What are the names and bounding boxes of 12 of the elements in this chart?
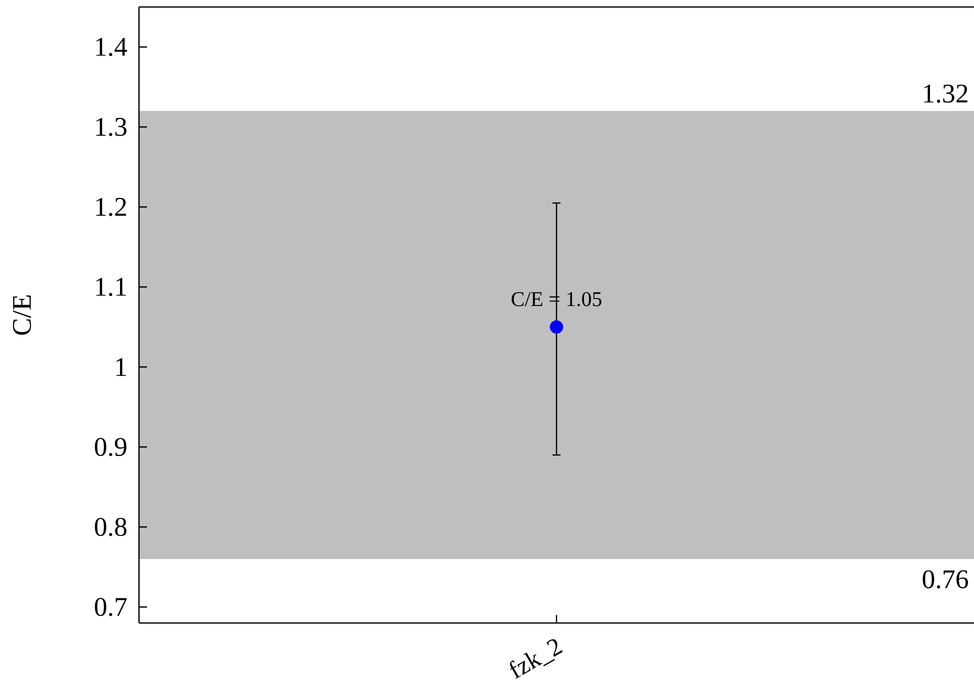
y-tick-label: 0.7 xyxy=(94,598,127,616)
y-axis-title: C/E xyxy=(12,295,32,335)
y-tick-label: 1.3 xyxy=(96,118,126,136)
y-tick-label: 0.9 xyxy=(94,438,126,456)
y-tick-label: 0.8 xyxy=(94,518,126,536)
y-tick-label: 1.4 xyxy=(96,38,128,56)
annotation: 0.76 xyxy=(922,570,968,588)
y-tick-label: 1.1 xyxy=(96,278,126,296)
y-tick-label: 1.2 xyxy=(96,198,126,216)
y-tick-label: 1 xyxy=(116,358,126,376)
x-tick-label: fzk_2 xyxy=(510,639,563,679)
annotation: 1.32 xyxy=(924,84,968,103)
